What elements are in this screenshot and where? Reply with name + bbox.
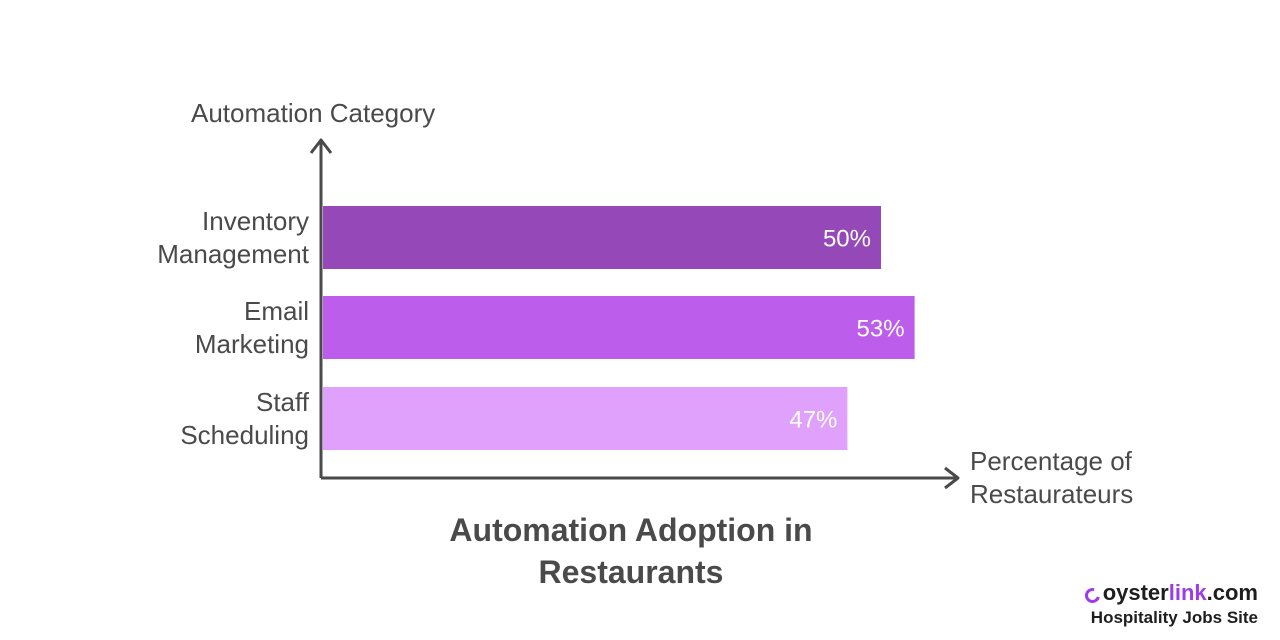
y-axis-label: Automation Category [191,98,435,128]
category-label: Staff Scheduling [180,387,309,450]
x-axis-label: Percentage of Restaurateurs [970,446,1133,509]
logo-brand-part1: oyster [1102,580,1169,605]
y-axis-arrow [309,138,333,154]
bar [323,206,881,269]
chart-title: Automation Adoption in Restaurants [449,512,812,590]
category-label: Email Marketing [195,296,309,359]
logo-tagline: Hospitality Jobs Site [1090,608,1258,627]
logo-wordmark: oyster link .com [1085,580,1258,606]
category-label: Inventory Management [157,206,310,269]
logo-brand-part2: link [1168,580,1207,605]
oysterlink-logo: oyster link .com Hospitality Jobs Site [1085,580,1258,628]
logo-brand-part3: .com [1206,580,1258,605]
bar [323,296,915,359]
bar-value-label: 47% [789,407,837,434]
chart-bars [323,206,915,450]
chart-labels: 50% Inventory Management 53% Email Marketing 4… [157,98,1133,590]
bar-value-label: 53% [857,316,905,343]
x-axis-arrow [944,466,960,490]
oyster-icon [1085,586,1099,600]
bar [323,387,848,450]
chart-axes [309,138,960,490]
bar-value-label: 50% [823,226,871,253]
